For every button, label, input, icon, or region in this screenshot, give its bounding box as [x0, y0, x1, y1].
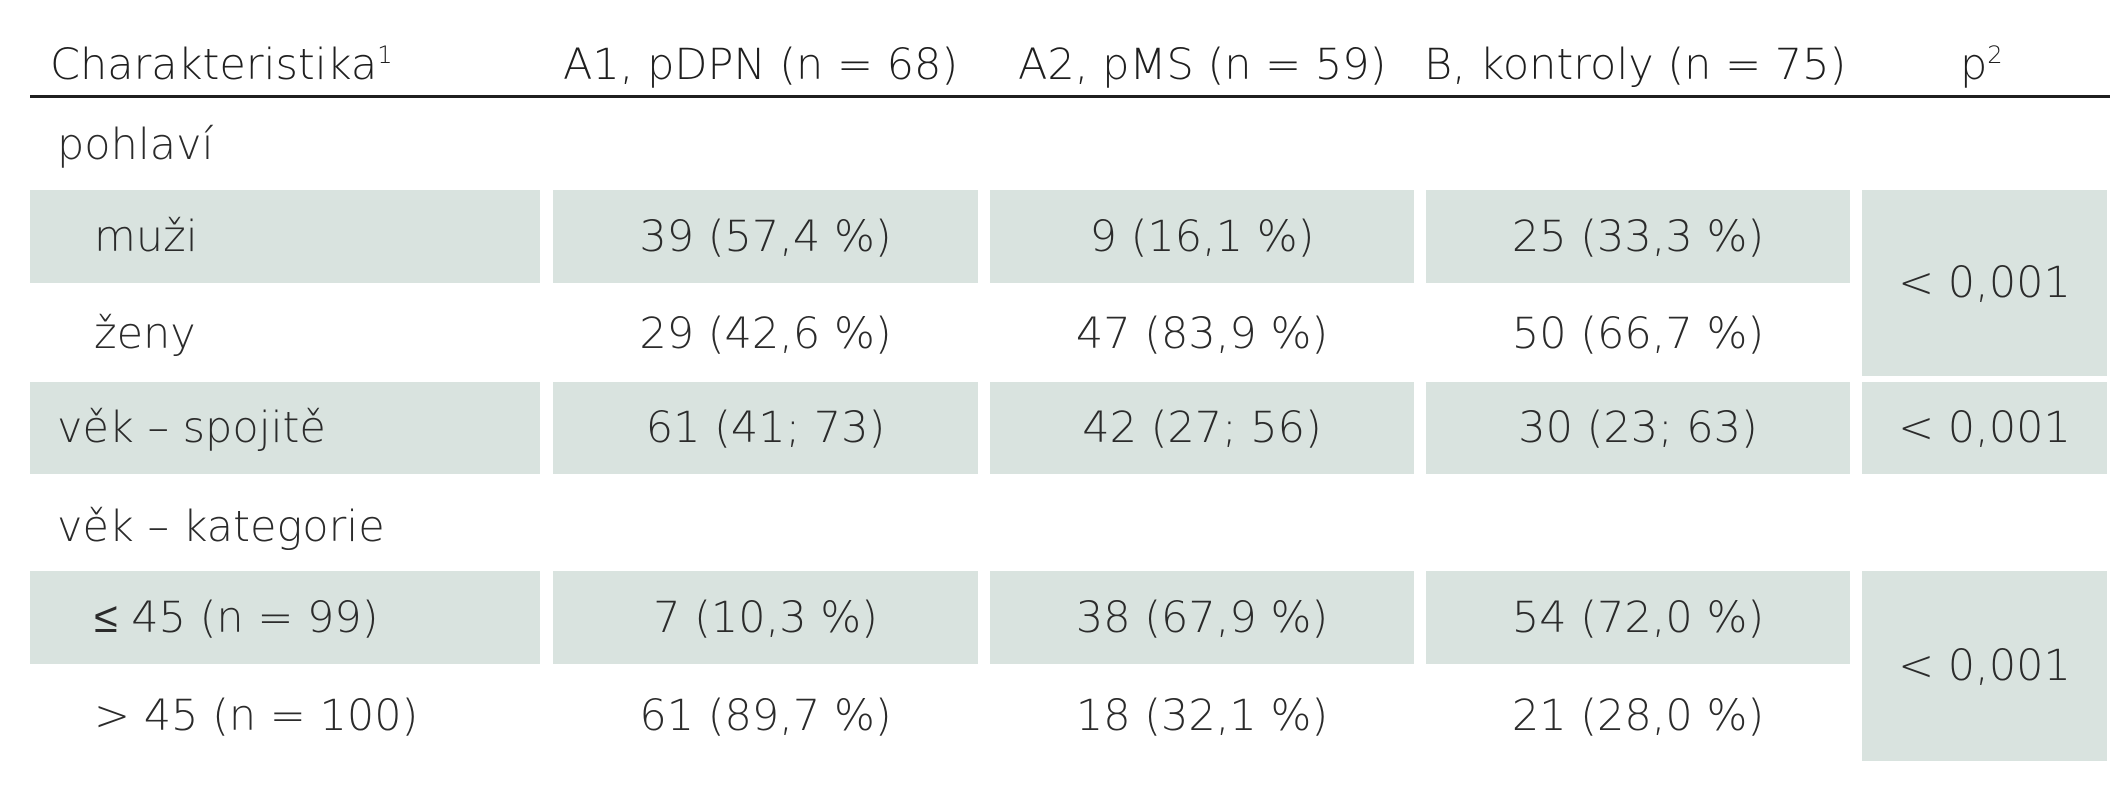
header-characteristic-footnote: 1 — [377, 41, 393, 69]
header-characteristic-text: Charakteristika — [50, 40, 378, 90]
cell-men-b: 25 (33,3 %) — [1426, 190, 1850, 283]
section-label-age-category: věk – kategorie — [57, 502, 385, 552]
row-label-age-gt45: > 45 (n = 100) — [94, 691, 419, 741]
header-a2: A2, pMS (n = 59) — [1018, 40, 1387, 90]
cell-age-le45-a2: 38 (67,9 %) — [990, 571, 1414, 664]
header-rule — [30, 95, 2110, 98]
header-p-text: p — [1960, 40, 1988, 90]
row-label-age-le45: ≤ 45 (n = 99) — [30, 571, 540, 664]
cell-age-gt45-b: 21 (28,0 %) — [1511, 691, 1765, 741]
cell-women-a2: 47 (83,9 %) — [1075, 309, 1329, 359]
cell-age-le45-b: 54 (72,0 %) — [1426, 571, 1850, 664]
cell-age-le45-a1: 7 (10,3 %) — [553, 571, 978, 664]
cell-age-continuous-a2: 42 (27; 56) — [990, 382, 1414, 474]
row-label-women: ženy — [94, 309, 196, 359]
header-a1: A1, pDPN (n = 68) — [563, 40, 959, 90]
cell-age-gt45-a1: 61 (89,7 %) — [639, 691, 892, 741]
cell-women-a1: 29 (42,6 %) — [639, 309, 892, 359]
cell-men-a2: 9 (16,1 %) — [990, 190, 1414, 283]
section-label-sex: pohlaví — [57, 120, 214, 170]
header-p: p2 — [1960, 38, 2003, 92]
row-label-men: muži — [30, 190, 540, 283]
header-p-footnote: 2 — [1987, 41, 2003, 69]
cell-men-a1: 39 (57,4 %) — [553, 190, 978, 283]
p-value-age-continuous: < 0,001 — [1862, 382, 2107, 474]
cell-age-gt45-a2: 18 (32,1 %) — [1075, 691, 1329, 741]
p-value-age-category: < 0,001 — [1862, 571, 2107, 761]
cell-age-continuous-a1: 61 (41; 73) — [553, 382, 978, 474]
cell-women-b: 50 (66,7 %) — [1511, 309, 1765, 359]
cell-age-continuous-b: 30 (23; 63) — [1426, 382, 1850, 474]
row-label-age-continuous: věk – spojitě — [30, 382, 540, 474]
header-b: B, kontroly (n = 75) — [1424, 40, 1847, 90]
p-value-sex: < 0,001 — [1862, 190, 2107, 376]
header-characteristic: Charakteristika1 — [50, 38, 392, 92]
